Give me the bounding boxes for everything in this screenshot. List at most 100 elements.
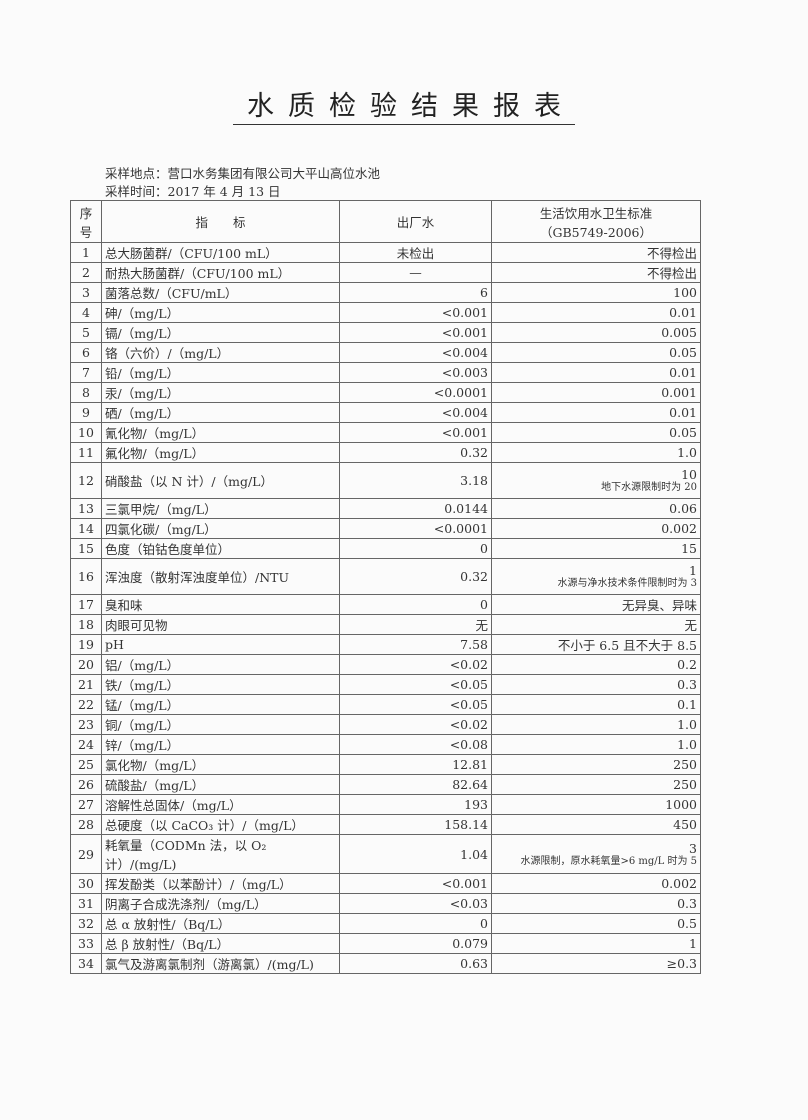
row-seq: 14 [70,518,102,539]
table-row: 8 汞/（mg/L） <0.0001 0.001 [70,382,701,403]
row-result: 0.32 [339,558,492,595]
standard-value: 250 [673,757,697,772]
table-header: 序号 指 标 出厂水 生活饮用水卫生标准 （GB5749-2006） [70,200,701,243]
table-row: 13 三氯甲烷/（mg/L） 0.0144 0.06 [70,498,701,519]
row-indicator: 铁/（mg/L） [101,674,340,695]
standard-value: 不得检出 [646,266,697,281]
standard-value: 0.002 [661,521,697,536]
table-row: 19 pH 7.58 不小于 6.5 且不大于 8.5 [70,634,701,655]
row-result: — [339,262,492,283]
row-indicator: 溶解性总固体/（mg/L） [101,794,340,815]
row-seq: 23 [70,714,102,735]
row-standard: 1000 [491,794,701,815]
row-seq: 6 [70,342,102,363]
table-row: 17 臭和味 0 无异臭、异味 [70,594,701,615]
row-result: 0 [339,913,492,934]
row-standard: 0.01 [491,402,701,423]
row-seq: 29 [70,834,102,874]
row-indicator: 总硬度（以 CaCO₃ 计）/（mg/L） [101,814,340,835]
standard-value: 0.005 [661,325,697,340]
row-seq: 17 [70,594,102,615]
standard-value: 0.3 [677,677,697,692]
sampling-time: 采样时间：2017 年 4 月 13 日 [105,184,281,199]
header-standard: 生活饮用水卫生标准 （GB5749-2006） [491,200,701,243]
standard-value: 0.01 [669,405,697,420]
row-standard: 不小于 6.5 且不大于 8.5 [491,634,701,655]
row-standard: 1 水源与净水技术条件限制时为 3 [491,558,701,595]
row-standard: 450 [491,814,701,835]
results-table: 序号 指 标 出厂水 生活饮用水卫生标准 （GB5749-2006） 1 总大肠菌… [70,200,701,974]
row-standard: 无 [491,614,701,635]
table-row: 24 锌/（mg/L） <0.08 1.0 [70,734,701,755]
standard-value: 100 [673,285,697,300]
standard-value: 1000 [665,797,697,812]
row-indicator: 砷/（mg/L） [101,302,340,323]
row-result: <0.05 [339,694,492,715]
standard-value: 0.1 [677,697,697,712]
table-row: 16 浑浊度（散射浑浊度单位）/NTU 0.32 1 水源与净水技术条件限制时为 3 [70,558,701,595]
row-indicator: 铝/（mg/L） [101,654,340,675]
standard-value: 1.0 [677,445,697,460]
row-seq: 18 [70,614,102,635]
table-row: 23 铜/（mg/L） <0.02 1.0 [70,714,701,735]
header-indicator: 指 标 [101,200,340,243]
row-indicator: 挥发酚类（以苯酚计）/（mg/L） [101,873,340,894]
table-row: 22 锰/（mg/L） <0.05 0.1 [70,694,701,715]
row-result: <0.004 [339,402,492,423]
row-indicator: 铜/（mg/L） [101,714,340,735]
table-row: 34 氯气及游离氯制剂（游离氯）/(mg/L) 0.63 ≥0.3 [70,953,701,974]
row-indicator: 总大肠菌群/（CFU/100 mL） [101,242,340,263]
row-seq: 3 [70,282,102,303]
standard-value: 1 [689,563,697,578]
row-standard: ≥0.3 [491,953,701,974]
row-result: <0.004 [339,342,492,363]
table-row: 26 硫酸盐/（mg/L） 82.64 250 [70,774,701,795]
row-result: 0 [339,538,492,559]
row-result: <0.02 [339,714,492,735]
row-indicator: 氟化物/（mg/L） [101,442,340,463]
row-seq: 4 [70,302,102,323]
standard-note: 水源与净水技术条件限制时为 3 [557,578,697,589]
standard-value: 无异臭、异味 [621,598,697,613]
row-result: <0.001 [339,422,492,443]
row-result: 1.04 [339,834,492,874]
row-indicator: pH [101,634,340,655]
standard-value: 1.0 [677,717,697,732]
table-row: 21 铁/（mg/L） <0.05 0.3 [70,674,701,695]
row-result: <0.0001 [339,518,492,539]
row-standard: 10 地下水源限制时为 20 [491,462,701,499]
row-standard: 0.05 [491,422,701,443]
standard-value: 0.3 [677,896,697,911]
row-standard: 1.0 [491,442,701,463]
row-indicator: 总 β 放射性/（Bq/L） [101,933,340,954]
row-indicator: 汞/（mg/L） [101,382,340,403]
row-seq: 25 [70,754,102,775]
table-row: 32 总 α 放射性/（Bq/L） 0 0.5 [70,913,701,934]
report-title: 水质检验结果报表 [0,84,808,125]
header-result: 出厂水 [339,200,492,243]
row-indicator: 氯气及游离氯制剂（游离氯）/(mg/L) [101,953,340,974]
row-indicator: 耗氧量（CODMn 法，以 O₂ 计）/(mg/L) [101,834,340,874]
standard-value: 0.2 [677,657,697,672]
row-seq: 7 [70,362,102,383]
standard-value: 15 [681,541,697,556]
row-seq: 12 [70,462,102,499]
table-row: 10 氰化物/（mg/L） <0.001 0.05 [70,422,701,443]
row-standard: 0.3 [491,674,701,695]
row-standard: 0.06 [491,498,701,519]
row-indicator: 铬（六价）/（mg/L） [101,342,340,363]
standard-value: 无 [684,618,697,633]
row-standard: 0.1 [491,694,701,715]
row-indicator: 锌/（mg/L） [101,734,340,755]
table-row: 29 耗氧量（CODMn 法，以 O₂ 计）/(mg/L) 1.04 3 水源限制，原水… [70,834,701,874]
row-indicator: 阴离子合成洗涤剂/（mg/L） [101,893,340,914]
row-indicator: 耐热大肠菌群/（CFU/100 mL） [101,262,340,283]
standard-value: 3 [689,840,697,856]
row-seq: 9 [70,402,102,423]
row-result: <0.001 [339,302,492,323]
row-result: 未检出 [339,242,492,263]
row-result: 0.079 [339,933,492,954]
row-standard: 0.2 [491,654,701,675]
row-result: 193 [339,794,492,815]
row-result: 0 [339,594,492,615]
